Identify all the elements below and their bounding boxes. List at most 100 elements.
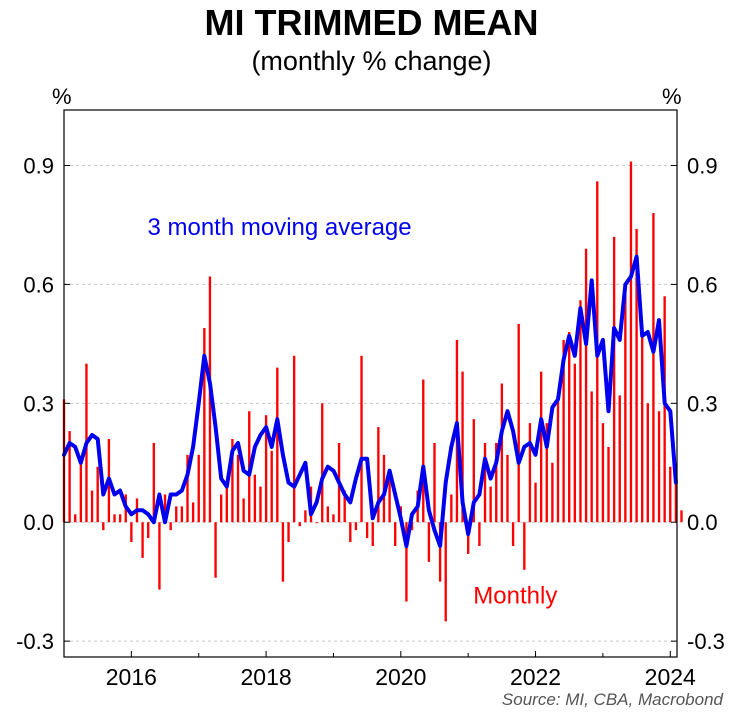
monthly-bar [528, 423, 532, 523]
monthly-bar [298, 522, 301, 527]
monthly-bar [624, 284, 627, 523]
monthly-bar [276, 367, 279, 523]
monthly-bar [175, 506, 178, 523]
annotation-monthly: Monthly [473, 583, 557, 610]
monthly-bar [208, 276, 212, 523]
monthly-bar [74, 514, 77, 523]
monthly-bar [545, 423, 548, 523]
monthly-bar [287, 522, 290, 543]
monthly-bar [231, 438, 234, 523]
annotation-moving-average: 3 month moving average [147, 214, 411, 241]
monthly-bar [579, 300, 582, 523]
x-tick-label: 2022 [510, 664, 561, 690]
y-unit-right: % [662, 84, 682, 109]
monthly-bar [113, 514, 116, 523]
monthly-bar [225, 482, 228, 523]
monthly-bar [641, 324, 644, 523]
monthly-bar [214, 522, 217, 578]
monthly-bar [90, 490, 94, 523]
y-tick-label-right: 0.9 [687, 153, 718, 178]
monthly-bar [539, 371, 543, 523]
y-tick-label-left: -0.3 [16, 629, 54, 654]
y-tick-label-right: 0.3 [687, 391, 718, 416]
monthly-bar [270, 450, 273, 523]
monthly-bar [438, 522, 442, 582]
monthly-bar [556, 399, 560, 523]
monthly-bar [264, 415, 268, 523]
chart-title: MI TRIMMED MEAN [204, 2, 539, 43]
x-tick-label: 2016 [106, 664, 157, 690]
y-tick-label-left: 0.6 [23, 272, 54, 297]
monthly-bar [568, 331, 571, 523]
monthly-bar [607, 446, 610, 523]
monthly-bar [472, 419, 475, 523]
monthly-bar [321, 403, 324, 523]
y-tick-label-right: -0.3 [687, 629, 725, 654]
monthly-bar [674, 482, 678, 523]
monthly-bar [197, 454, 200, 523]
monthly-bar [427, 522, 431, 562]
monthly-bar [354, 522, 358, 531]
monthly-bar [118, 514, 122, 523]
monthly-bar [242, 498, 245, 523]
monthly-bar [450, 494, 453, 523]
monthly-bar [220, 494, 223, 523]
monthly-bar [657, 411, 661, 523]
y-tick-label-left: 0.0 [23, 510, 54, 535]
monthly-bar [601, 423, 605, 523]
monthly-bar [377, 427, 380, 523]
source-note: Source: MI, CBA, Macrobond [501, 690, 723, 709]
monthly-bar [506, 454, 509, 523]
monthly-bar [551, 462, 554, 523]
monthly-bar [511, 522, 515, 547]
monthly-bar [332, 514, 335, 523]
monthly-bar [141, 522, 144, 558]
monthly-bar [371, 522, 374, 547]
monthly-bar [304, 510, 307, 523]
monthly-bar [281, 522, 285, 582]
monthly-bar [152, 442, 155, 523]
monthly-bar [433, 442, 436, 523]
monthly-bar [180, 506, 184, 523]
x-tick-label: 2020 [375, 664, 426, 690]
y-tick-label-right: 0.0 [687, 510, 718, 535]
monthly-bar [635, 228, 638, 523]
monthly-bar [203, 328, 206, 523]
monthly-bar [236, 454, 240, 523]
monthly-bar [422, 379, 425, 523]
monthly-bar [669, 466, 672, 523]
monthly-bar [410, 522, 414, 531]
monthly-bar [191, 502, 195, 523]
monthly-bar [163, 494, 167, 523]
y-tick-label-left: 0.3 [23, 391, 54, 416]
monthly-bar [259, 486, 262, 523]
monthly-bar [612, 236, 616, 523]
monthly-bar [96, 466, 99, 523]
x-tick-label: 2024 [645, 664, 696, 690]
monthly-bar [79, 458, 83, 523]
y-unit-left: % [52, 84, 72, 109]
monthly-bar [360, 355, 363, 523]
monthly-bar [388, 470, 391, 523]
monthly-bar [517, 324, 520, 523]
monthly-bar [590, 391, 593, 523]
monthly-bar [343, 490, 346, 523]
monthly-bar [483, 442, 487, 523]
monthly-bar [158, 522, 161, 590]
monthly-bar [495, 442, 498, 523]
monthly-bar [365, 522, 369, 539]
moving-average-line [62, 254, 678, 548]
monthly-bar [618, 395, 621, 523]
monthly-bar [186, 454, 189, 523]
monthly-bar [680, 510, 683, 523]
monthly-bar [562, 339, 565, 523]
monthly-bar [315, 522, 318, 524]
monthly-bar [663, 296, 666, 523]
monthly-bar [534, 482, 537, 523]
monthly-bar [102, 522, 105, 531]
monthly-bar [646, 403, 649, 523]
monthly-bar [584, 248, 588, 523]
monthly-bar [349, 522, 352, 543]
monthly-bar [523, 522, 526, 570]
monthly-bar [652, 213, 655, 523]
